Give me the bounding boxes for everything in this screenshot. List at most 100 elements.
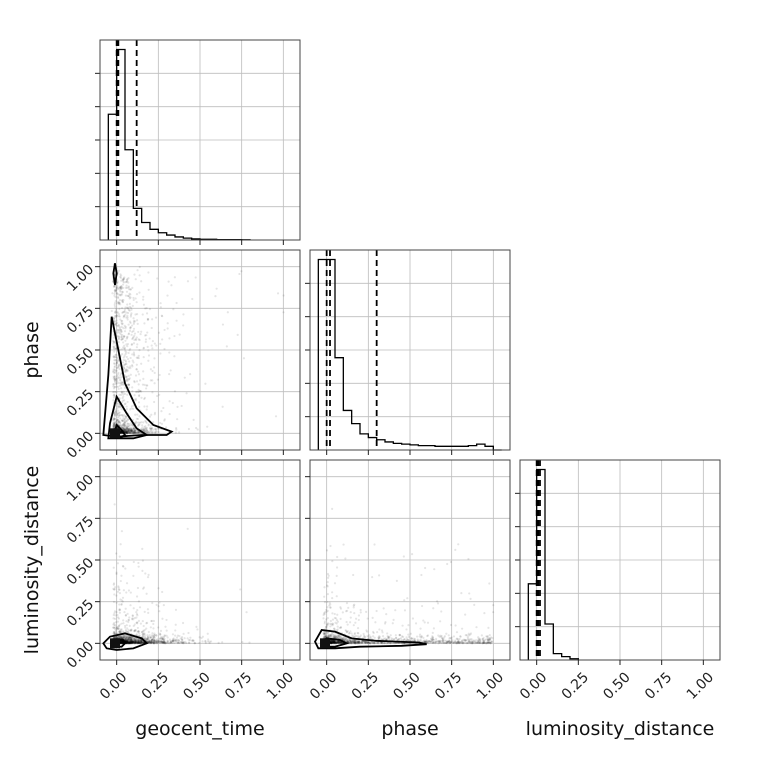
scatter-point [130, 430, 134, 433]
scatter-point [137, 638, 140, 641]
scatter-point [126, 280, 129, 283]
y-axis-label-luminosity_distance: luminosity_distance [21, 466, 43, 655]
scatter-point [144, 307, 147, 310]
scatter-point [120, 287, 123, 291]
scatter-point [123, 310, 126, 313]
scatter-point [125, 431, 128, 434]
scatter-point [339, 636, 342, 640]
scatter-point [125, 429, 128, 432]
scatter-point [329, 640, 333, 644]
scatter-point [353, 641, 356, 644]
scatter-point [332, 623, 335, 626]
scatter-point [116, 402, 119, 405]
scatter-point [129, 429, 132, 432]
scatter-point [122, 589, 125, 592]
scatter-point [118, 335, 121, 339]
scatter-point [149, 431, 152, 434]
scatter-point [327, 635, 330, 638]
scatter-point [145, 421, 148, 425]
scatter-point [119, 287, 123, 290]
scatter-point [159, 302, 162, 305]
scatter-point [115, 361, 118, 364]
scatter-point [126, 641, 129, 644]
scatter-point [173, 355, 176, 358]
scatter-point [333, 640, 336, 644]
scatter-point [159, 633, 162, 636]
scatter-point [354, 621, 357, 624]
scatter-point [119, 598, 122, 601]
scatter-point [124, 431, 128, 434]
scatter-point [427, 639, 431, 643]
scatter-point [148, 426, 152, 429]
scatter-point [329, 642, 333, 645]
scatter-point [373, 543, 376, 546]
scatter-point [171, 641, 174, 644]
scatter-point [126, 430, 129, 433]
scatter-point [336, 555, 339, 559]
scatter-point [175, 636, 179, 639]
scatter-point [149, 429, 152, 432]
scatter-point [133, 641, 137, 644]
scatter-point [181, 638, 184, 642]
scatter-point [115, 363, 118, 367]
scatter-point [145, 637, 148, 641]
scatter-point [121, 636, 124, 639]
scatter-point [356, 640, 360, 643]
scatter-point [120, 640, 124, 644]
scatter-point [148, 641, 152, 644]
scatter-point [125, 280, 128, 283]
scatter-point [324, 631, 327, 635]
scatter-point [117, 297, 120, 300]
scatter-point [114, 378, 117, 382]
scatter-point [138, 421, 142, 424]
scatter-point [120, 330, 123, 333]
scatter-point [117, 420, 121, 423]
scatter-point [129, 326, 132, 329]
scatter-point [125, 641, 128, 644]
scatter-point [123, 428, 126, 431]
scatter-point [333, 640, 336, 644]
scatter-point [329, 641, 333, 645]
scatter-point [187, 631, 190, 635]
scatter-point [120, 338, 123, 341]
scatter-point [189, 639, 192, 642]
scatter-point [113, 632, 116, 635]
scatter-point [347, 641, 350, 644]
scatter-point [128, 428, 131, 431]
scatter-point [174, 629, 177, 632]
scatter-point [147, 431, 150, 434]
scatter-point [460, 641, 463, 644]
scatter-point [117, 625, 120, 628]
scatter-point [129, 641, 132, 644]
scatter-point [147, 431, 151, 434]
scatter-point [423, 621, 426, 624]
scatter-point [120, 641, 123, 645]
scatter-point [121, 391, 124, 394]
scatter-point [409, 632, 412, 635]
scatter-point [130, 342, 134, 346]
scatter-point [127, 351, 130, 355]
scatter-point [155, 634, 158, 637]
scatter-point [136, 630, 139, 633]
scatter-point [126, 431, 129, 434]
scatter-point [387, 637, 390, 640]
scatter-point [416, 638, 419, 641]
scatter-point [121, 641, 124, 644]
scatter-point [156, 642, 159, 645]
scatter-point [326, 585, 329, 588]
scatter-point [151, 369, 154, 373]
scatter-point [183, 376, 186, 379]
scatter-point [120, 641, 123, 644]
scatter-point [157, 639, 160, 642]
scatter-point [125, 630, 129, 634]
scatter-point [123, 335, 126, 338]
scatter-point [130, 640, 134, 643]
scatter-point [113, 375, 116, 378]
y-tick-label: 0.00 [64, 428, 97, 461]
scatter-point [118, 285, 121, 289]
scatter-point [175, 428, 178, 431]
scatter-point [120, 641, 123, 644]
y-tick-label: 1.00 [64, 262, 97, 295]
scatter-point [142, 347, 145, 350]
scatter-point [119, 628, 122, 631]
